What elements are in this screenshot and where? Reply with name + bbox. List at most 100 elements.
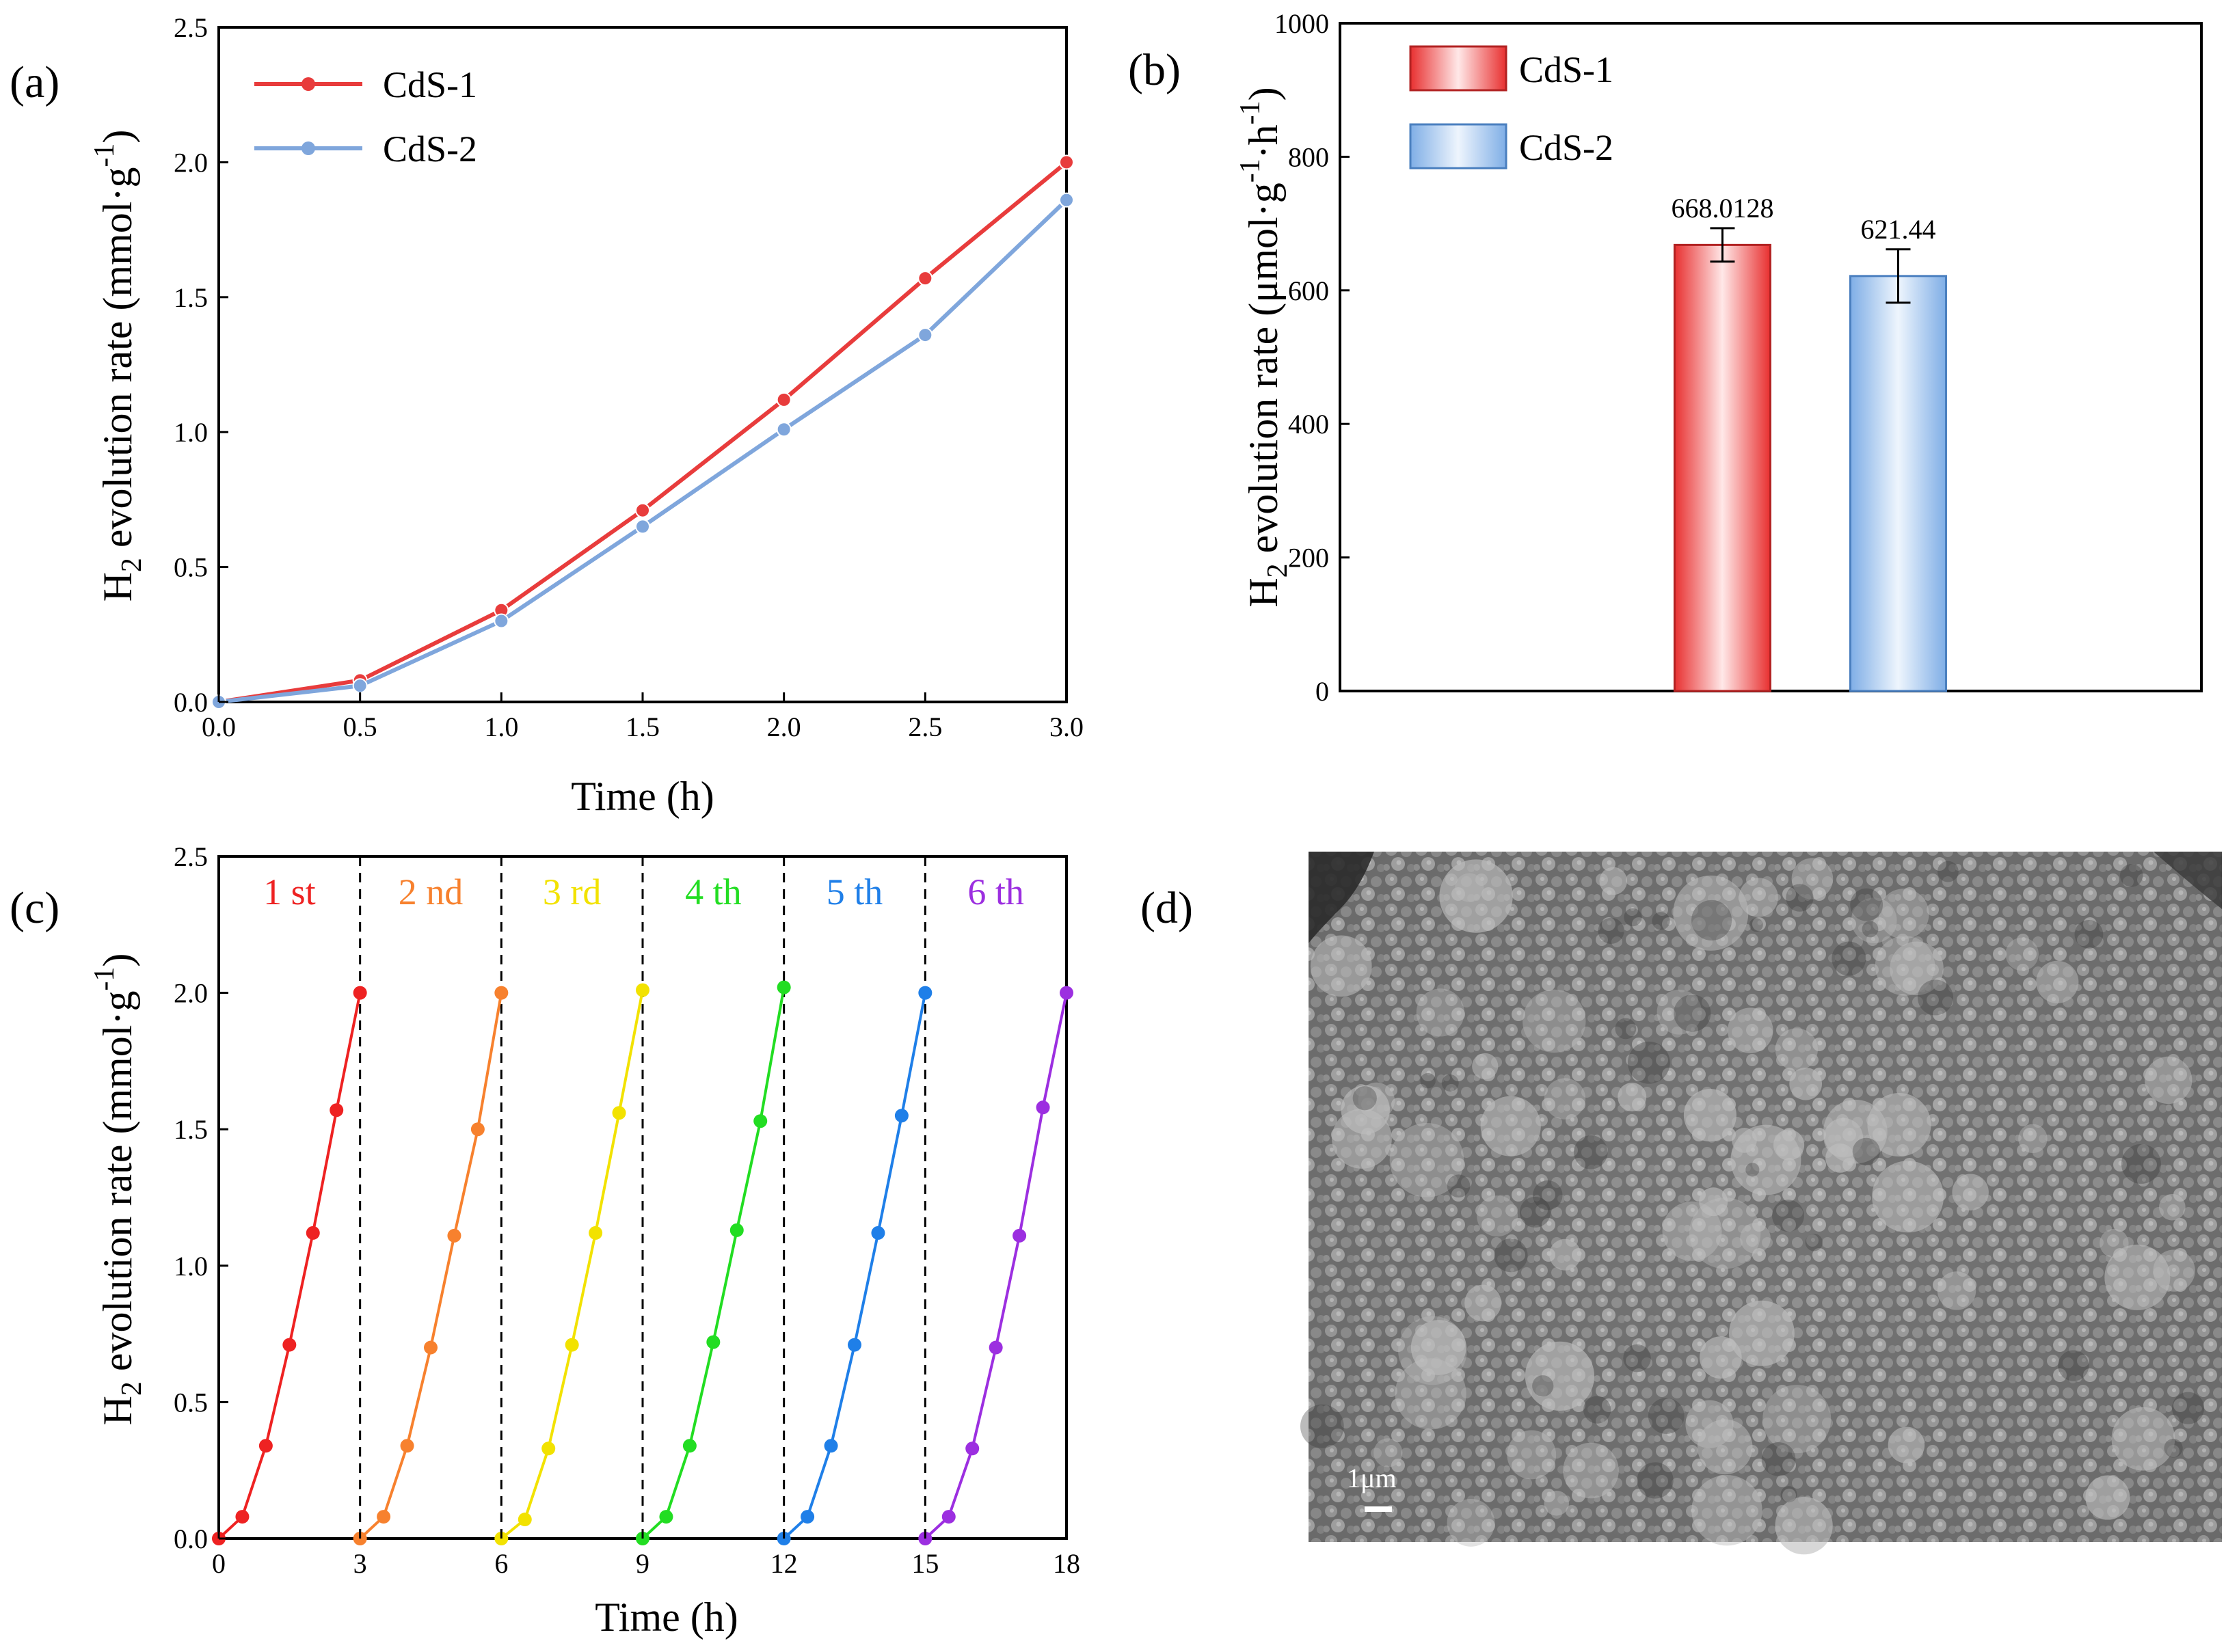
x-tick-label: 0.5 <box>343 712 377 742</box>
sem-shadow <box>1691 899 1732 941</box>
sem-agglomerate <box>1549 1238 1581 1271</box>
sem-agglomerate <box>1673 875 1749 951</box>
panel-b-y-axis-label: H2 evolution rate (μmol·g-1·h-1) <box>1235 87 1293 607</box>
sem-agglomerate <box>1395 1358 1466 1430</box>
cycle-label-6-th: 6 th <box>967 871 1024 912</box>
sem-agglomerate <box>2085 1475 2130 1520</box>
axis-frame <box>217 26 1068 703</box>
x-tick-label: 3.0 <box>1049 712 1084 742</box>
data-point-cds-2 <box>635 519 650 534</box>
panel-a-y-ticks: 0.0 0.5 1.0 1.5 2.0 2.5 <box>174 12 228 718</box>
sem-scale-bar-label: 1μm <box>1347 1463 1397 1493</box>
sem-agglomerate <box>1683 1089 1736 1142</box>
sem-shadow <box>2121 1143 2161 1184</box>
panel-c-cycling-chart: (c) 1 st 2 nd 3 rd 4 th 5 th 6 th 0 3 6 9 12 15 18 … <box>10 841 1080 1640</box>
y-tick-label: 2.0 <box>174 147 208 178</box>
cycle-line-3-rd <box>500 990 644 1540</box>
sem-agglomerate <box>1727 1007 1773 1053</box>
sem-shadow <box>1652 912 1670 930</box>
panel-c-letter: (c) <box>10 883 59 933</box>
cycle-point-2-nd <box>424 1340 438 1355</box>
sem-shadow <box>1598 917 1624 944</box>
cycle-point-2-nd <box>400 1439 414 1453</box>
sem-agglomerate <box>1699 1187 1728 1217</box>
sem-agglomerate <box>1685 1400 1734 1448</box>
sem-shadow <box>2172 1392 2205 1424</box>
sem-agglomerate <box>1775 1028 1818 1071</box>
sem-agglomerate <box>1523 989 1586 1053</box>
sem-agglomerate <box>1507 1430 1557 1480</box>
sem-agglomerate <box>1739 878 1778 917</box>
panel-d-letter: (d) <box>1140 883 1193 933</box>
y-tick-label: 0.0 <box>174 687 208 718</box>
legend-label-cds-2: CdS-2 <box>1519 127 1613 168</box>
sem-agglomerate <box>1657 989 1702 1035</box>
sem-shadow <box>1300 1404 1344 1448</box>
panel-d-sem-image: (d) 1μm <box>1140 852 2222 1555</box>
sem-shadow <box>2058 1350 2089 1381</box>
cycle-point-5-th <box>918 986 933 1000</box>
y-tick-label: 1.5 <box>174 1114 208 1145</box>
cycle-point-2-nd <box>494 986 509 1000</box>
data-point-cds-1 <box>1059 154 1074 170</box>
sem-shadow <box>1805 1234 1823 1251</box>
cycle-label-3-rd: 3 rd <box>543 871 601 912</box>
y-tick-label: 2.5 <box>174 841 208 872</box>
cycle-point-6-th <box>941 1510 956 1524</box>
sem-shadow <box>1637 1462 1674 1499</box>
panel-b-plot-area: 668.0128 621.44 <box>1339 22 2203 692</box>
cycle-label-1-st: 1 st <box>263 871 316 912</box>
sem-agglomerate <box>1762 1385 1832 1454</box>
x-tick-label: 6 <box>494 1548 508 1579</box>
cycle-point-1-st <box>330 1103 344 1118</box>
cycle-point-6-th <box>1060 986 1073 1000</box>
cycle-label-4-th: 4 th <box>685 871 742 912</box>
cycle-point-3-rd <box>541 1441 556 1456</box>
sem-agglomerate <box>1455 873 1484 902</box>
bar-cds-1 <box>1673 243 1771 692</box>
cycle-point-4-th <box>682 1439 697 1453</box>
sem-agglomerate <box>1416 988 1464 1037</box>
sem-shadow <box>1533 1180 1563 1210</box>
sem-scale-bar <box>1365 1506 1392 1512</box>
cycle-point-4-th <box>753 1114 768 1128</box>
panel-c-plot-area: 1 st 2 nd 3 rd 4 th 5 th 6 th <box>212 855 1073 1545</box>
cycle-point-6-th <box>989 1340 1003 1355</box>
y-tick-label: 600 <box>1288 275 1329 306</box>
sem-agglomerate <box>1872 1161 1944 1233</box>
sem-agglomerate <box>1890 941 1944 996</box>
legend-marker-cds-1 <box>301 77 315 91</box>
cycle-point-6-th <box>1036 1100 1050 1115</box>
x-tick-label: 18 <box>1053 1548 1080 1579</box>
sem-shadow <box>1937 861 1959 882</box>
data-point-cds-2 <box>776 422 792 437</box>
data-point-cds-1 <box>917 271 933 286</box>
sem-shadow <box>1648 1398 1685 1434</box>
sem-agglomerate <box>2145 1056 2193 1105</box>
sem-shadow <box>2119 864 2143 887</box>
sem-shadow <box>1786 884 1814 912</box>
sem-agglomerate <box>1544 1491 1569 1516</box>
cycle-point-3-rd <box>636 983 649 997</box>
panel-b-letter: (b) <box>1128 45 1181 95</box>
sem-agglomerate <box>2018 1124 2048 1154</box>
sem-shadow <box>1532 1375 1554 1397</box>
x-tick-label: 2.0 <box>767 712 801 742</box>
cycle-point-6-th <box>965 1441 980 1456</box>
sem-agglomerate <box>2153 1249 2195 1292</box>
x-tick-label: 2.5 <box>908 712 942 742</box>
sem-shadow <box>1615 1018 1637 1040</box>
legend-label-cds-2: CdS-2 <box>383 128 477 170</box>
cycle-point-5-th <box>894 1109 909 1123</box>
sem-shadow <box>2164 1439 2183 1458</box>
x-tick-label: 1.0 <box>484 712 518 742</box>
data-point-cds-2 <box>352 678 368 694</box>
sem-agglomerate <box>1410 1320 1466 1375</box>
sem-shadow <box>1745 1163 1760 1177</box>
sem-shadow <box>1494 1238 1528 1273</box>
sem-agglomerate <box>1697 1419 1753 1475</box>
sem-agglomerate <box>1775 1497 1833 1555</box>
cycle-point-2-nd <box>377 1510 391 1524</box>
sem-agglomerate <box>1439 859 1513 933</box>
sem-shadow <box>1674 994 1711 1032</box>
